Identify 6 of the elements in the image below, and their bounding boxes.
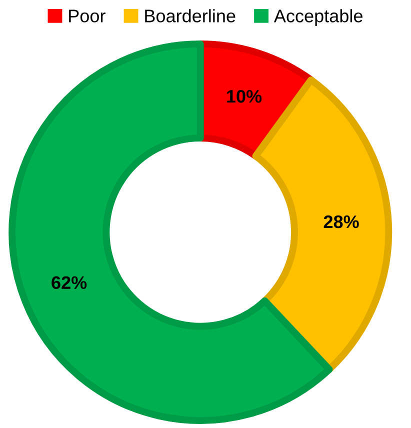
data-label: 28% (324, 215, 359, 228)
legend-label: Acceptable (274, 9, 362, 26)
legend-label: Poor (69, 10, 106, 22)
legend-label: Boarderline (145, 9, 236, 22)
data-label: 10% (227, 90, 262, 103)
data-label: 62% (52, 276, 87, 290)
